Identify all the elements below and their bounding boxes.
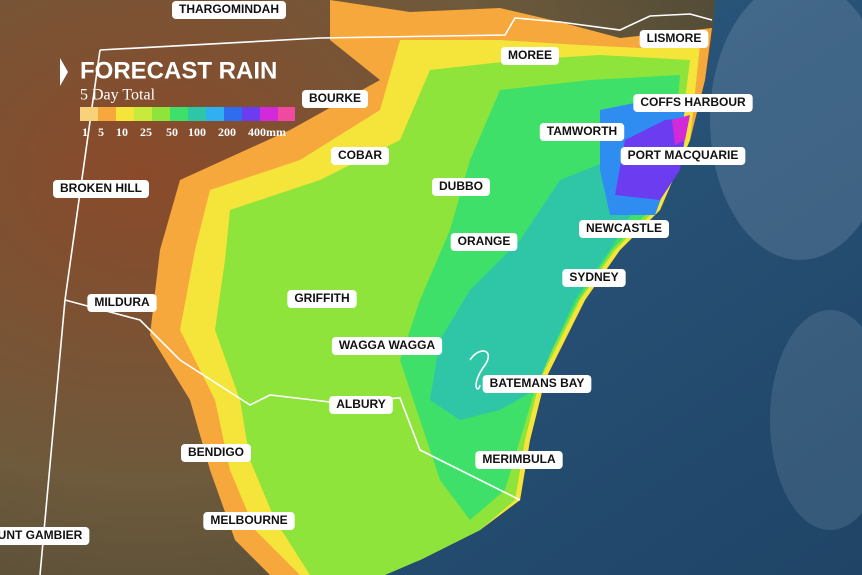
legend-label: 200	[218, 125, 236, 139]
border-act	[469, 350, 490, 390]
place-name: MILDURA	[94, 295, 150, 309]
place-name: BOURKE	[309, 91, 361, 105]
swatch	[278, 107, 295, 121]
swatch	[170, 107, 188, 121]
place-name: ALBURY	[336, 397, 386, 411]
label-box	[87, 294, 157, 312]
place-name: WAGGA WAGGA	[339, 338, 436, 352]
label-box	[633, 94, 753, 112]
place-name: PORT MACQUARIE	[628, 148, 739, 162]
place-name: BATEMANS BAY	[490, 376, 585, 390]
place-label: ALBURY	[329, 396, 393, 414]
place-label: COFFS HARBOUR	[633, 94, 753, 112]
legend-swatches	[80, 107, 295, 121]
place-name: BROKEN HILL	[60, 181, 142, 195]
label-box	[331, 147, 389, 165]
label-box	[0, 527, 90, 545]
place-name: NEWCASTLE	[586, 221, 662, 235]
label-box	[579, 220, 669, 238]
place-name: MERIMBULA	[482, 452, 556, 466]
place-label: LISMORE	[639, 30, 709, 48]
label-box	[432, 178, 490, 196]
subtitle: 5 Day Total	[80, 87, 156, 104]
place-label: TAMWORTH	[539, 123, 625, 141]
place-label: SYDNEY	[562, 269, 626, 287]
place-name: COFFS HARBOUR	[640, 95, 746, 109]
label-box	[203, 512, 295, 530]
place-name: LISMORE	[647, 31, 702, 45]
place-label: MERIMBULA	[475, 451, 563, 469]
borders	[39, 13, 713, 575]
place-name: GRIFFITH	[294, 291, 349, 305]
place-label: WAGGA WAGGA	[331, 337, 443, 355]
place-label: GRIFFITH	[287, 290, 357, 308]
label-box	[329, 396, 393, 414]
legend-label: 50	[166, 125, 178, 139]
place-label: DUBBO	[432, 178, 490, 196]
swatch	[188, 107, 206, 121]
place-label: THARGOMINDAH	[172, 1, 286, 19]
place-name: THARGOMINDAH	[179, 2, 279, 16]
place-label: UNT GAMBIER	[0, 527, 90, 545]
place-name: COBAR	[338, 148, 382, 162]
label-box	[287, 290, 357, 308]
place-label: MELBOURNE	[203, 512, 295, 530]
swatch	[206, 107, 224, 121]
title: FORECAST RAIN	[80, 57, 277, 84]
label-box	[450, 233, 518, 251]
place-name: BENDIGO	[188, 445, 244, 459]
swatch	[242, 107, 260, 121]
place-name: DUBBO	[439, 179, 483, 193]
border-vic	[64, 299, 521, 501]
place-label: BATEMANS BAY	[482, 375, 592, 393]
legend-label: 1	[82, 125, 88, 139]
place-label: BOURKE	[301, 90, 369, 108]
label-box	[500, 47, 560, 65]
place-name: MOREE	[508, 48, 552, 62]
swatch	[98, 107, 116, 121]
place-label: BROKEN HILL	[53, 180, 149, 198]
label-box	[539, 123, 625, 141]
legend-label: 10	[116, 125, 128, 139]
label-box	[172, 1, 286, 19]
place-name: UNT GAMBIER	[0, 528, 83, 542]
cloud	[770, 310, 862, 530]
label-box	[639, 30, 709, 48]
swatch	[134, 107, 152, 121]
legend-label: 25	[140, 125, 152, 139]
place-label: MOREE	[500, 47, 560, 65]
label-box	[301, 90, 369, 108]
place-label: ORANGE	[450, 233, 518, 251]
swatch	[116, 107, 134, 121]
label-box	[331, 337, 443, 355]
place-label: BENDIGO	[180, 444, 252, 462]
rain-peak	[672, 115, 690, 145]
border-qld	[99, 13, 713, 51]
label-box	[482, 375, 592, 393]
legend-label: 100	[188, 125, 206, 139]
place-name: ORANGE	[458, 234, 511, 248]
swatch	[152, 107, 170, 121]
legend-label: 5	[98, 125, 104, 139]
cloud	[710, 0, 862, 260]
legend-label: 400mm	[248, 125, 286, 139]
place-name: TAMWORTH	[547, 124, 617, 138]
title-arrow	[60, 58, 68, 86]
swatch	[224, 107, 242, 121]
place-label: MILDURA	[87, 294, 157, 312]
place-name: MELBOURNE	[210, 513, 287, 527]
place-label: COBAR	[331, 147, 389, 165]
swatch	[260, 107, 278, 121]
place-label: PORT MACQUARIE	[620, 147, 746, 165]
label-box	[475, 451, 563, 469]
place-name: SYDNEY	[569, 270, 618, 284]
label-box	[53, 180, 149, 198]
place-label: NEWCASTLE	[579, 220, 669, 238]
swatch	[80, 107, 98, 121]
label-box	[180, 444, 252, 462]
label-box	[562, 269, 626, 287]
label-box	[620, 147, 746, 165]
